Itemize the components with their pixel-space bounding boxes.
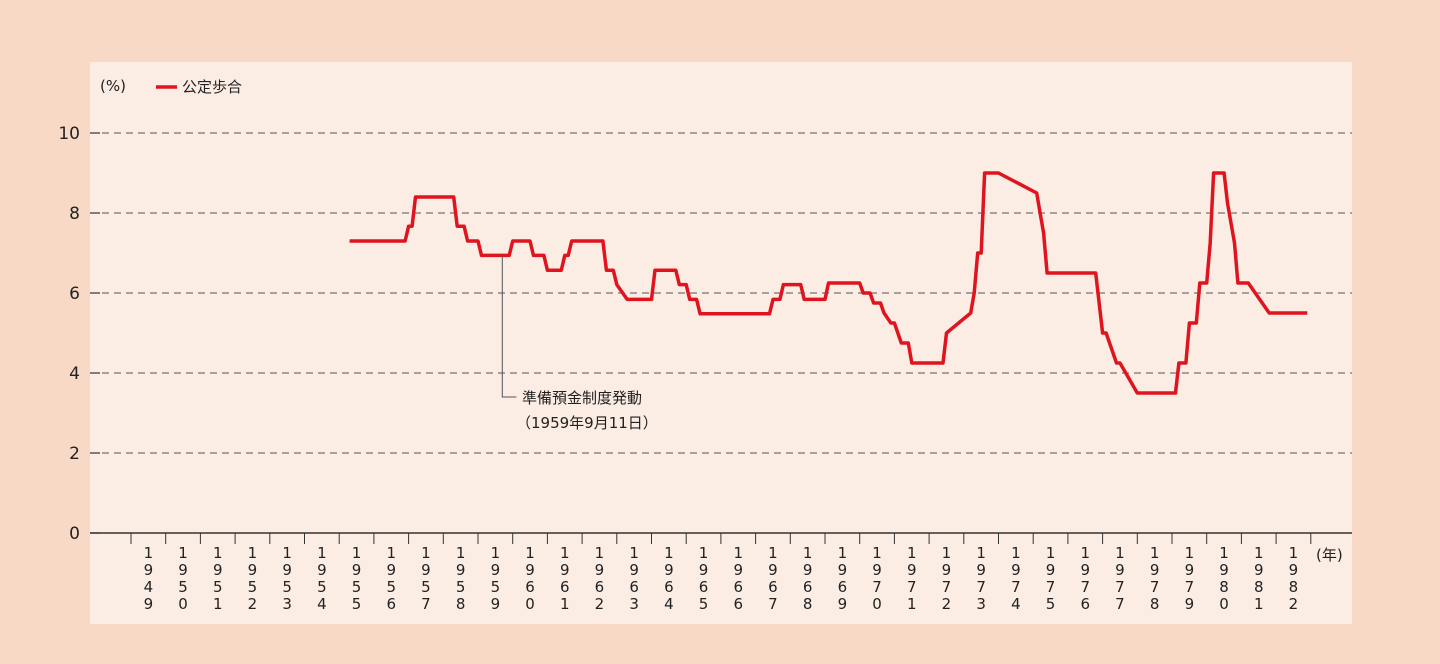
x-axis-unit-label: (年)	[1316, 546, 1343, 564]
annotation-date: （1959年9月11日）	[516, 414, 658, 432]
plot-area	[90, 62, 1352, 624]
y-tick-label: 0	[69, 524, 80, 544]
annotation-leader-line	[501, 255, 517, 398]
y-tick-label: 4	[69, 364, 80, 384]
annotation-text: 準備預金制度発動	[522, 389, 642, 407]
y-tick-label: 6	[69, 284, 80, 304]
y-axis-unit-label: (%)	[100, 77, 126, 95]
gridlines	[90, 132, 1352, 454]
x-axis-ticks: 1 9 4 9 1 9 5 0 1 9 5 1 1 9 5 2 1 9 5 3 1 9 5 4 1 9 5 5 1 9 5 6 1 9 5 7 1 9 5 8…	[130, 533, 1312, 613]
annotation: 準備預金制度発動 （1959年9月11日）	[501, 255, 658, 432]
legend-label: 公定歩合	[182, 78, 242, 96]
y-tick-label: 10	[58, 124, 80, 144]
y-tick-label: 2	[69, 444, 80, 464]
series-line-koutei-buai	[349, 171, 1308, 395]
y-axis-ticks: 0 2 4 6 8 10	[58, 124, 100, 544]
y-tick-label: 8	[69, 204, 80, 224]
